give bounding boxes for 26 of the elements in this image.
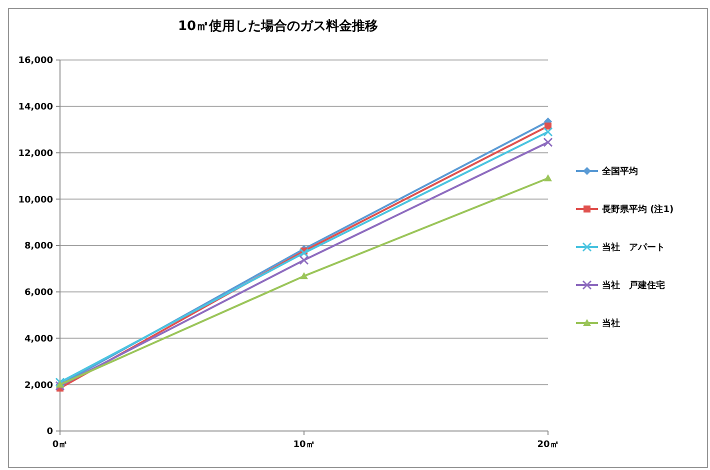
y-tick-label: 4,000 <box>24 334 53 344</box>
y-tick-label: 6,000 <box>24 288 53 298</box>
y-tick-label: 2,000 <box>24 380 53 391</box>
legend-label: 長野県平均 (注1) <box>601 204 674 216</box>
y-tick-label: 0 <box>46 427 53 438</box>
point <box>544 174 552 182</box>
y-tick-label: 8,000 <box>24 242 53 252</box>
point <box>300 272 308 280</box>
legend-label: 当社 アパート <box>602 242 665 254</box>
legend-label: 当社 戸建住宅 <box>602 280 665 292</box>
x-tick-label: 10㎡ <box>293 440 315 450</box>
point <box>543 127 553 137</box>
y-tick-label: 16,000 <box>18 56 53 66</box>
x-tick-label: 20㎡ <box>537 440 559 450</box>
y-tick-label: 10,000 <box>18 195 53 206</box>
point <box>299 255 309 265</box>
point <box>543 138 553 148</box>
legend-label: 全国平均 <box>601 166 638 178</box>
chart-title: 10㎡使用した場合のガス料金推移 <box>178 18 378 34</box>
point <box>299 248 309 258</box>
legend-label: 当社 <box>602 318 620 330</box>
point <box>544 122 552 130</box>
y-tick-label: 14,000 <box>18 102 53 113</box>
y-tick-label: 12,000 <box>18 148 53 159</box>
point <box>55 378 65 388</box>
x-tick-label: 0㎡ <box>52 440 68 450</box>
